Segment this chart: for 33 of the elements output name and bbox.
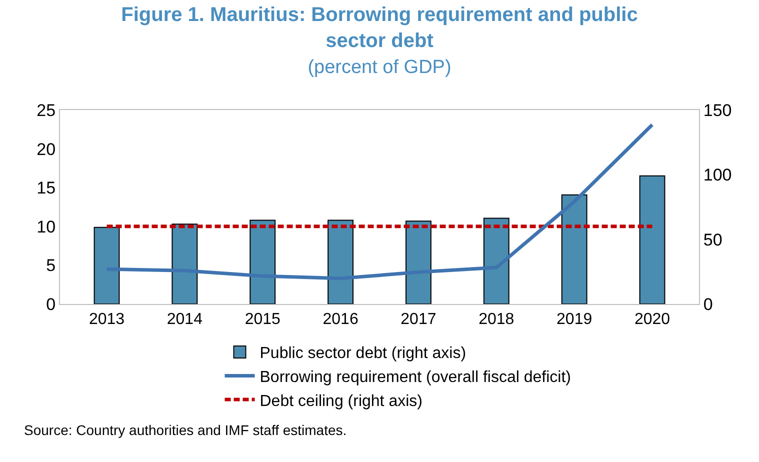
y-tick-label: 25 <box>36 100 56 120</box>
y-tick-label: 20 <box>36 140 56 159</box>
y-tick-label: 5 <box>46 256 56 276</box>
bar <box>172 224 198 304</box>
x-tick-label: 2017 <box>400 311 436 328</box>
bar <box>561 194 588 304</box>
y2-tick-label: 50 <box>703 230 722 250</box>
y-tick-label: 15 <box>36 178 56 198</box>
y2-tick-label: 150 <box>703 100 732 120</box>
legend-label: Public sector debt (right axis) <box>260 345 466 362</box>
x-tick-label: 2016 <box>322 311 358 328</box>
bar <box>483 218 510 304</box>
legend-label: Borrowing requirement (overall fiscal deficit) <box>260 368 571 386</box>
x-tick-label: 2013 <box>88 311 125 328</box>
legend-label: Debt ceiling (right axis) <box>260 392 422 410</box>
y-tick-label: 10 <box>36 217 56 236</box>
bar <box>250 220 276 304</box>
x-tick-label: 2020 <box>634 311 670 328</box>
y2-tick-label: 100 <box>703 166 732 185</box>
bar <box>328 220 354 304</box>
chart-subtitle: (percent of GDP) <box>308 56 452 78</box>
bar <box>94 226 120 304</box>
y2-tick-label: 0 <box>703 294 713 314</box>
bar <box>639 175 666 304</box>
y-tick-label: 0 <box>46 294 56 314</box>
bar <box>406 220 432 304</box>
x-tick-label: 2014 <box>166 311 203 328</box>
x-tick-label: 2015 <box>244 311 281 328</box>
x-tick-label: 2018 <box>478 311 514 328</box>
source-note: Source: Country authorities and IMF staff estimates. <box>24 422 347 438</box>
line-series <box>105 122 654 280</box>
x-tick-label: 2019 <box>556 311 592 328</box>
chart-title: Figure 1. Mauritius: Borrowing requirement and public sector debt <box>121 4 638 52</box>
